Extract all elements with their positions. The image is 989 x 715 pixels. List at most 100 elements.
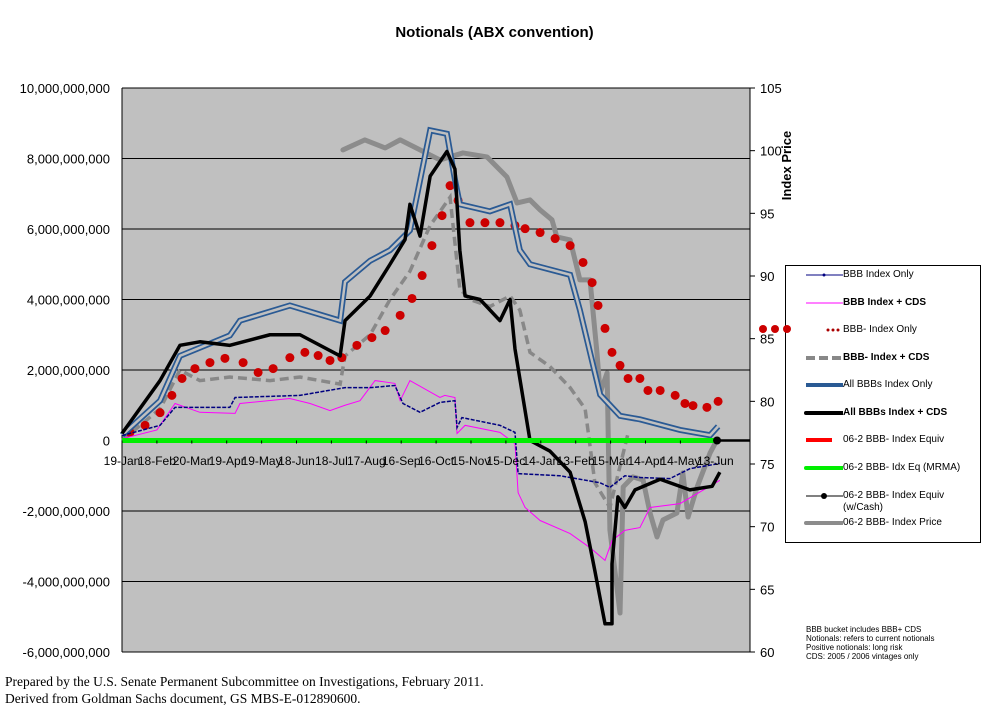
series-point-bbb-minus-index-only <box>445 181 455 191</box>
series-point-bbb-minus-index-only <box>635 373 645 383</box>
series-point-bbb-minus-index-only <box>253 367 263 377</box>
y-tick-label: -4,000,000,000 <box>23 575 110 590</box>
series-point-bbb-minus-index-only <box>313 351 323 361</box>
x-tick-label: 18-Jul <box>315 454 348 468</box>
series-point-bbb-minus-index-only <box>587 278 597 288</box>
series-point-bbb-minus-index-only <box>615 360 625 370</box>
x-tick-label: 19-Apr <box>209 454 245 468</box>
y2-tick-label: 90 <box>760 269 774 284</box>
note-line: Notionals: refers to current notionals <box>806 634 935 643</box>
x-tick-label: 18-Jun <box>278 454 315 468</box>
series-point-bbb-minus-index-only <box>367 333 377 343</box>
legend-label: BBB- Index Only <box>843 324 917 335</box>
legend-item-all-bbbs-index-cds: All BBBs Index + CDS <box>786 406 980 423</box>
series-point-bbb-minus-index-only <box>417 271 427 281</box>
x-tick-label: 14-Jan <box>522 454 559 468</box>
legend-swatch <box>806 302 843 304</box>
series-point-bbb-minus-index-only <box>607 347 617 357</box>
series-point-bbb-minus-index-only <box>600 323 610 333</box>
y-tick-label: -2,000,000,000 <box>23 504 110 519</box>
y-tick-label: 2,000,000,000 <box>27 363 110 378</box>
y2-tick-label: 65 <box>760 582 774 597</box>
series-point-bbb-minus-index-only <box>238 358 248 368</box>
y-tick-label: 10,000,000,000 <box>20 81 110 96</box>
y-tick-label: 6,000,000,000 <box>27 222 110 237</box>
series-point-bbb-minus-index-only <box>643 385 653 395</box>
x-tick-label: 19-Jan <box>104 454 141 468</box>
y-tick-label: 0 <box>103 434 110 449</box>
series-point-bbb-minus-index-only <box>480 218 490 228</box>
y2-tick-label: 105 <box>760 81 782 96</box>
right-axis-title: Index Price <box>779 130 795 201</box>
series-point-bbb-minus-index-only <box>593 300 603 310</box>
series-line-all-bbbs-index-cds <box>120 149 722 626</box>
series-point-bbb-minus-index-only <box>380 326 390 336</box>
legend-item-bbb-minus-index-only: BBB- Index Only <box>786 323 980 340</box>
y-tick-label: 8,000,000,000 <box>27 152 110 167</box>
y2-tick-label: 100 <box>760 144 782 159</box>
note-line: BBB bucket includes BBB+ CDS <box>806 625 922 634</box>
legend-label-cont: (w/Cash) <box>843 502 884 513</box>
legend-label: 06-2 BBB- Index Equiv <box>843 490 945 501</box>
legend-item-06-2-idx-eq-mrma: 06-2 BBB- Idx Eq (MRMA) <box>786 461 980 478</box>
series-point-bbb-minus-index-only <box>190 364 200 374</box>
legend: BBB Index Only BBB Index + CDS BBB- Inde… <box>785 265 981 543</box>
footer-source-line-2: Derived from Goldman Sachs document, GS … <box>5 691 361 706</box>
legend-swatch <box>806 383 843 387</box>
y-tick-label: 4,000,000,000 <box>27 293 110 308</box>
y2-tick-label: 75 <box>760 457 774 472</box>
legend-item-bbb-index-cds: BBB Index + CDS <box>786 296 980 313</box>
series-point-bbb-minus-index-only <box>655 385 665 395</box>
legend-label: All BBBs Index Only <box>843 379 933 390</box>
y2-tick-label: 95 <box>760 206 774 221</box>
legend-swatch <box>806 273 843 277</box>
legend-item-all-bbbs-index-only: All BBBs Index Only <box>786 378 980 395</box>
series-point-bbb-minus-index-only <box>465 218 475 228</box>
footer-source-line-1: Prepared by the U.S. Senate Permanent Su… <box>5 674 484 689</box>
x-tick-label: 13-Jun <box>697 454 734 468</box>
series-point-bbb-minus-index-only <box>520 224 530 234</box>
legend-item-06-2-index-equiv-cash: 06-2 BBB- Index Equiv (w/Cash) <box>786 489 980 513</box>
y2-tick-label: 60 <box>760 645 774 660</box>
series-point-bbb-minus-index-only <box>437 211 447 221</box>
legend-item-bbb-index-only: BBB Index Only <box>786 268 980 285</box>
series-point-bbb-minus-index-only <box>427 241 437 251</box>
series-point-bbb-minus-index-only <box>325 355 335 365</box>
legend-label: 06-2 BBB- Idx Eq (MRMA) <box>843 462 961 473</box>
series-point-bbb-minus-index-only <box>550 234 560 244</box>
legend-swatch <box>804 521 845 525</box>
legend-item-06-2-index-equiv: 06-2 BBB- Index Equiv <box>786 433 980 450</box>
x-tick-label: 19-May <box>242 454 282 468</box>
series-point-bbb-minus-index-only <box>495 218 505 228</box>
legend-label: All BBBs Index + CDS <box>843 407 948 418</box>
x-tick-label: 14-Apr <box>627 454 663 468</box>
y2-tick-label: 70 <box>760 520 774 535</box>
series-point-bbb-minus-index-only <box>177 373 187 383</box>
legend-label: BBB- Index + CDS <box>843 352 930 363</box>
y2-tick-label: 85 <box>760 332 774 347</box>
series-point-bbb-minus-index-only <box>565 241 575 251</box>
legend-label: BBB Index Only <box>843 269 914 280</box>
note-line: CDS: 2005 / 2006 vintages only <box>806 652 919 661</box>
legend-swatch <box>806 356 843 360</box>
legend-swatch <box>804 411 845 415</box>
series-marker-cash <box>713 436 722 445</box>
legend-label: BBB Index + CDS <box>843 297 927 308</box>
y-tick-label: -6,000,000,000 <box>23 645 110 660</box>
series-point-bbb-minus-index-only <box>167 390 177 400</box>
series-point-bbb-minus-index-only <box>140 420 150 430</box>
series-point-bbb-minus-index-only <box>407 293 417 303</box>
note-line: Positive notionals: long risk <box>806 643 903 652</box>
x-tick-label: 15-Dec <box>487 454 526 468</box>
x-tick-label: 15-Mar <box>592 454 630 468</box>
series-point-bbb-minus-index-only <box>220 353 230 363</box>
x-tick-label: 15-Nov <box>452 454 491 468</box>
series-line-index-price <box>340 137 720 616</box>
series-point-bbb-minus-index-only <box>352 340 362 350</box>
series-point-bbb-minus-index-only <box>155 408 165 418</box>
series-point-bbb-minus-index-only <box>688 401 698 411</box>
x-tick-label: 14-May <box>660 454 700 468</box>
series-line-bbb-index-only <box>121 384 720 489</box>
x-tick-label: 13-Feb <box>557 454 595 468</box>
